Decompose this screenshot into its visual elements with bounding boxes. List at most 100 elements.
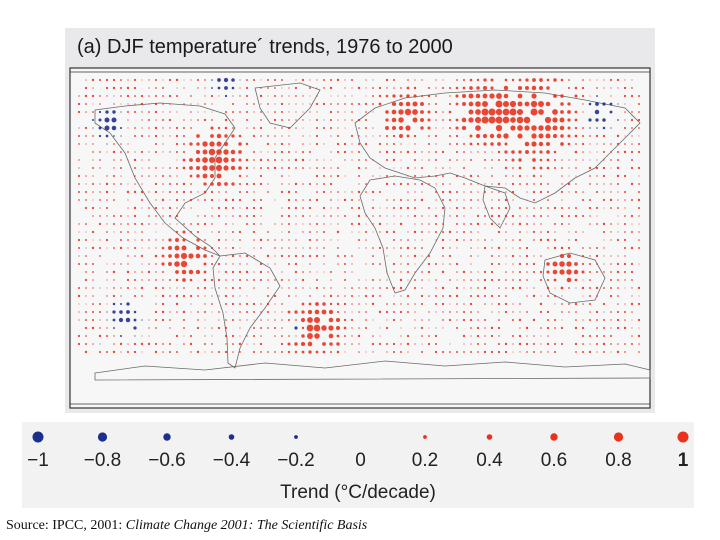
trend-dot: [385, 230, 389, 234]
trend-dot: [134, 231, 136, 233]
trend-dot: [407, 279, 409, 281]
trend-dot: [554, 223, 556, 225]
trend-dot: [274, 151, 276, 153]
trend-dot: [399, 206, 403, 210]
trend-dot: [379, 263, 381, 265]
trend-dot: [519, 279, 521, 281]
trend-dot: [371, 302, 375, 306]
trend-dot: [574, 214, 578, 218]
trend-dot: [630, 150, 634, 154]
trend-dot: [393, 223, 395, 225]
trend-dot: [547, 207, 549, 209]
trend-dot: [323, 255, 325, 257]
trend-dot: [434, 214, 438, 218]
trend-dot: [602, 118, 606, 122]
trend-dot: [582, 79, 584, 81]
trend-dot: [357, 214, 361, 218]
trend-dot: [316, 231, 318, 233]
trend-dot: [378, 102, 382, 106]
trend-dot: [176, 87, 178, 89]
trend-dot: [582, 135, 584, 137]
trend-dot: [188, 269, 194, 275]
trend-dot: [246, 175, 248, 177]
trend-dot: [490, 214, 494, 218]
trend-dot: [344, 175, 346, 177]
trend-dot: [553, 318, 557, 322]
trend-dot: [560, 94, 564, 98]
trend-dot: [400, 303, 402, 305]
trend-dot: [127, 103, 129, 105]
trend-dot: [484, 151, 486, 153]
trend-dot: [385, 326, 389, 330]
trend-dot: [546, 86, 550, 90]
trend-dot: [631, 295, 633, 297]
trend-dot: [211, 79, 213, 81]
trend-dot: [602, 174, 606, 178]
trend-dot: [372, 175, 374, 177]
trend-dot: [106, 199, 108, 201]
trend-dot: [162, 135, 164, 137]
trend-dot: [204, 351, 206, 353]
trend-dot: [484, 191, 486, 193]
trend-dot: [169, 279, 171, 281]
trend-dot: [105, 86, 109, 90]
trend-dot: [470, 351, 472, 353]
trend-dot: [294, 254, 298, 258]
trend-dot: [140, 94, 144, 98]
trend-dot: [561, 343, 563, 345]
trend-dot: [602, 230, 606, 234]
trend-dot: [295, 279, 297, 281]
trend-dot: [553, 94, 557, 98]
trend-dot: [406, 246, 410, 250]
trend-dot: [372, 351, 374, 353]
trend-dot: [245, 158, 249, 162]
trend-dot: [538, 101, 544, 107]
trend-dot: [253, 191, 255, 193]
trend-dot: [120, 159, 122, 161]
trend-dot: [462, 86, 466, 90]
trend-dot: [281, 335, 283, 337]
trend-dot: [210, 134, 214, 138]
trend-dot: [518, 318, 522, 322]
trend-dot: [140, 198, 144, 202]
trend-dot: [638, 103, 640, 105]
trend-dot: [330, 271, 332, 273]
trend-dot: [162, 151, 164, 153]
trend-dot: [589, 175, 591, 177]
trend-dot: [99, 199, 101, 201]
trend-dot: [216, 149, 222, 155]
trend-dot: [162, 223, 164, 225]
trend-dot: [435, 343, 437, 345]
trend-dot: [329, 342, 333, 346]
trend-dot: [469, 174, 473, 178]
trend-dot: [504, 78, 508, 82]
trend-dot: [267, 135, 269, 137]
trend-dot: [420, 326, 424, 330]
trend-dot: [503, 133, 509, 139]
trend-dot: [111, 117, 117, 123]
trend-dot: [531, 141, 537, 147]
trend-dot: [78, 199, 80, 201]
trend-dot: [113, 95, 115, 97]
trend-dot: [414, 271, 416, 273]
trend-dot: [204, 79, 206, 81]
trend-dot: [524, 101, 530, 107]
trend-dot: [133, 190, 137, 194]
trend-dot: [246, 119, 248, 121]
trend-dot: [133, 342, 137, 346]
trend-dot: [477, 319, 479, 321]
trend-dot: [245, 182, 249, 186]
trend-dot: [602, 166, 606, 170]
trend-dot: [630, 302, 634, 306]
trend-dot: [393, 247, 395, 249]
trend-dot: [274, 335, 276, 337]
trend-dot: [477, 151, 479, 153]
trend-dot: [455, 118, 459, 122]
trend-dot: [405, 101, 411, 107]
trend-dot: [238, 270, 242, 274]
trend-dot: [399, 182, 403, 186]
trend-dot: [232, 351, 234, 353]
trend-dot: [266, 142, 270, 146]
trend-dot: [322, 302, 326, 306]
trend-dot: [435, 263, 437, 265]
